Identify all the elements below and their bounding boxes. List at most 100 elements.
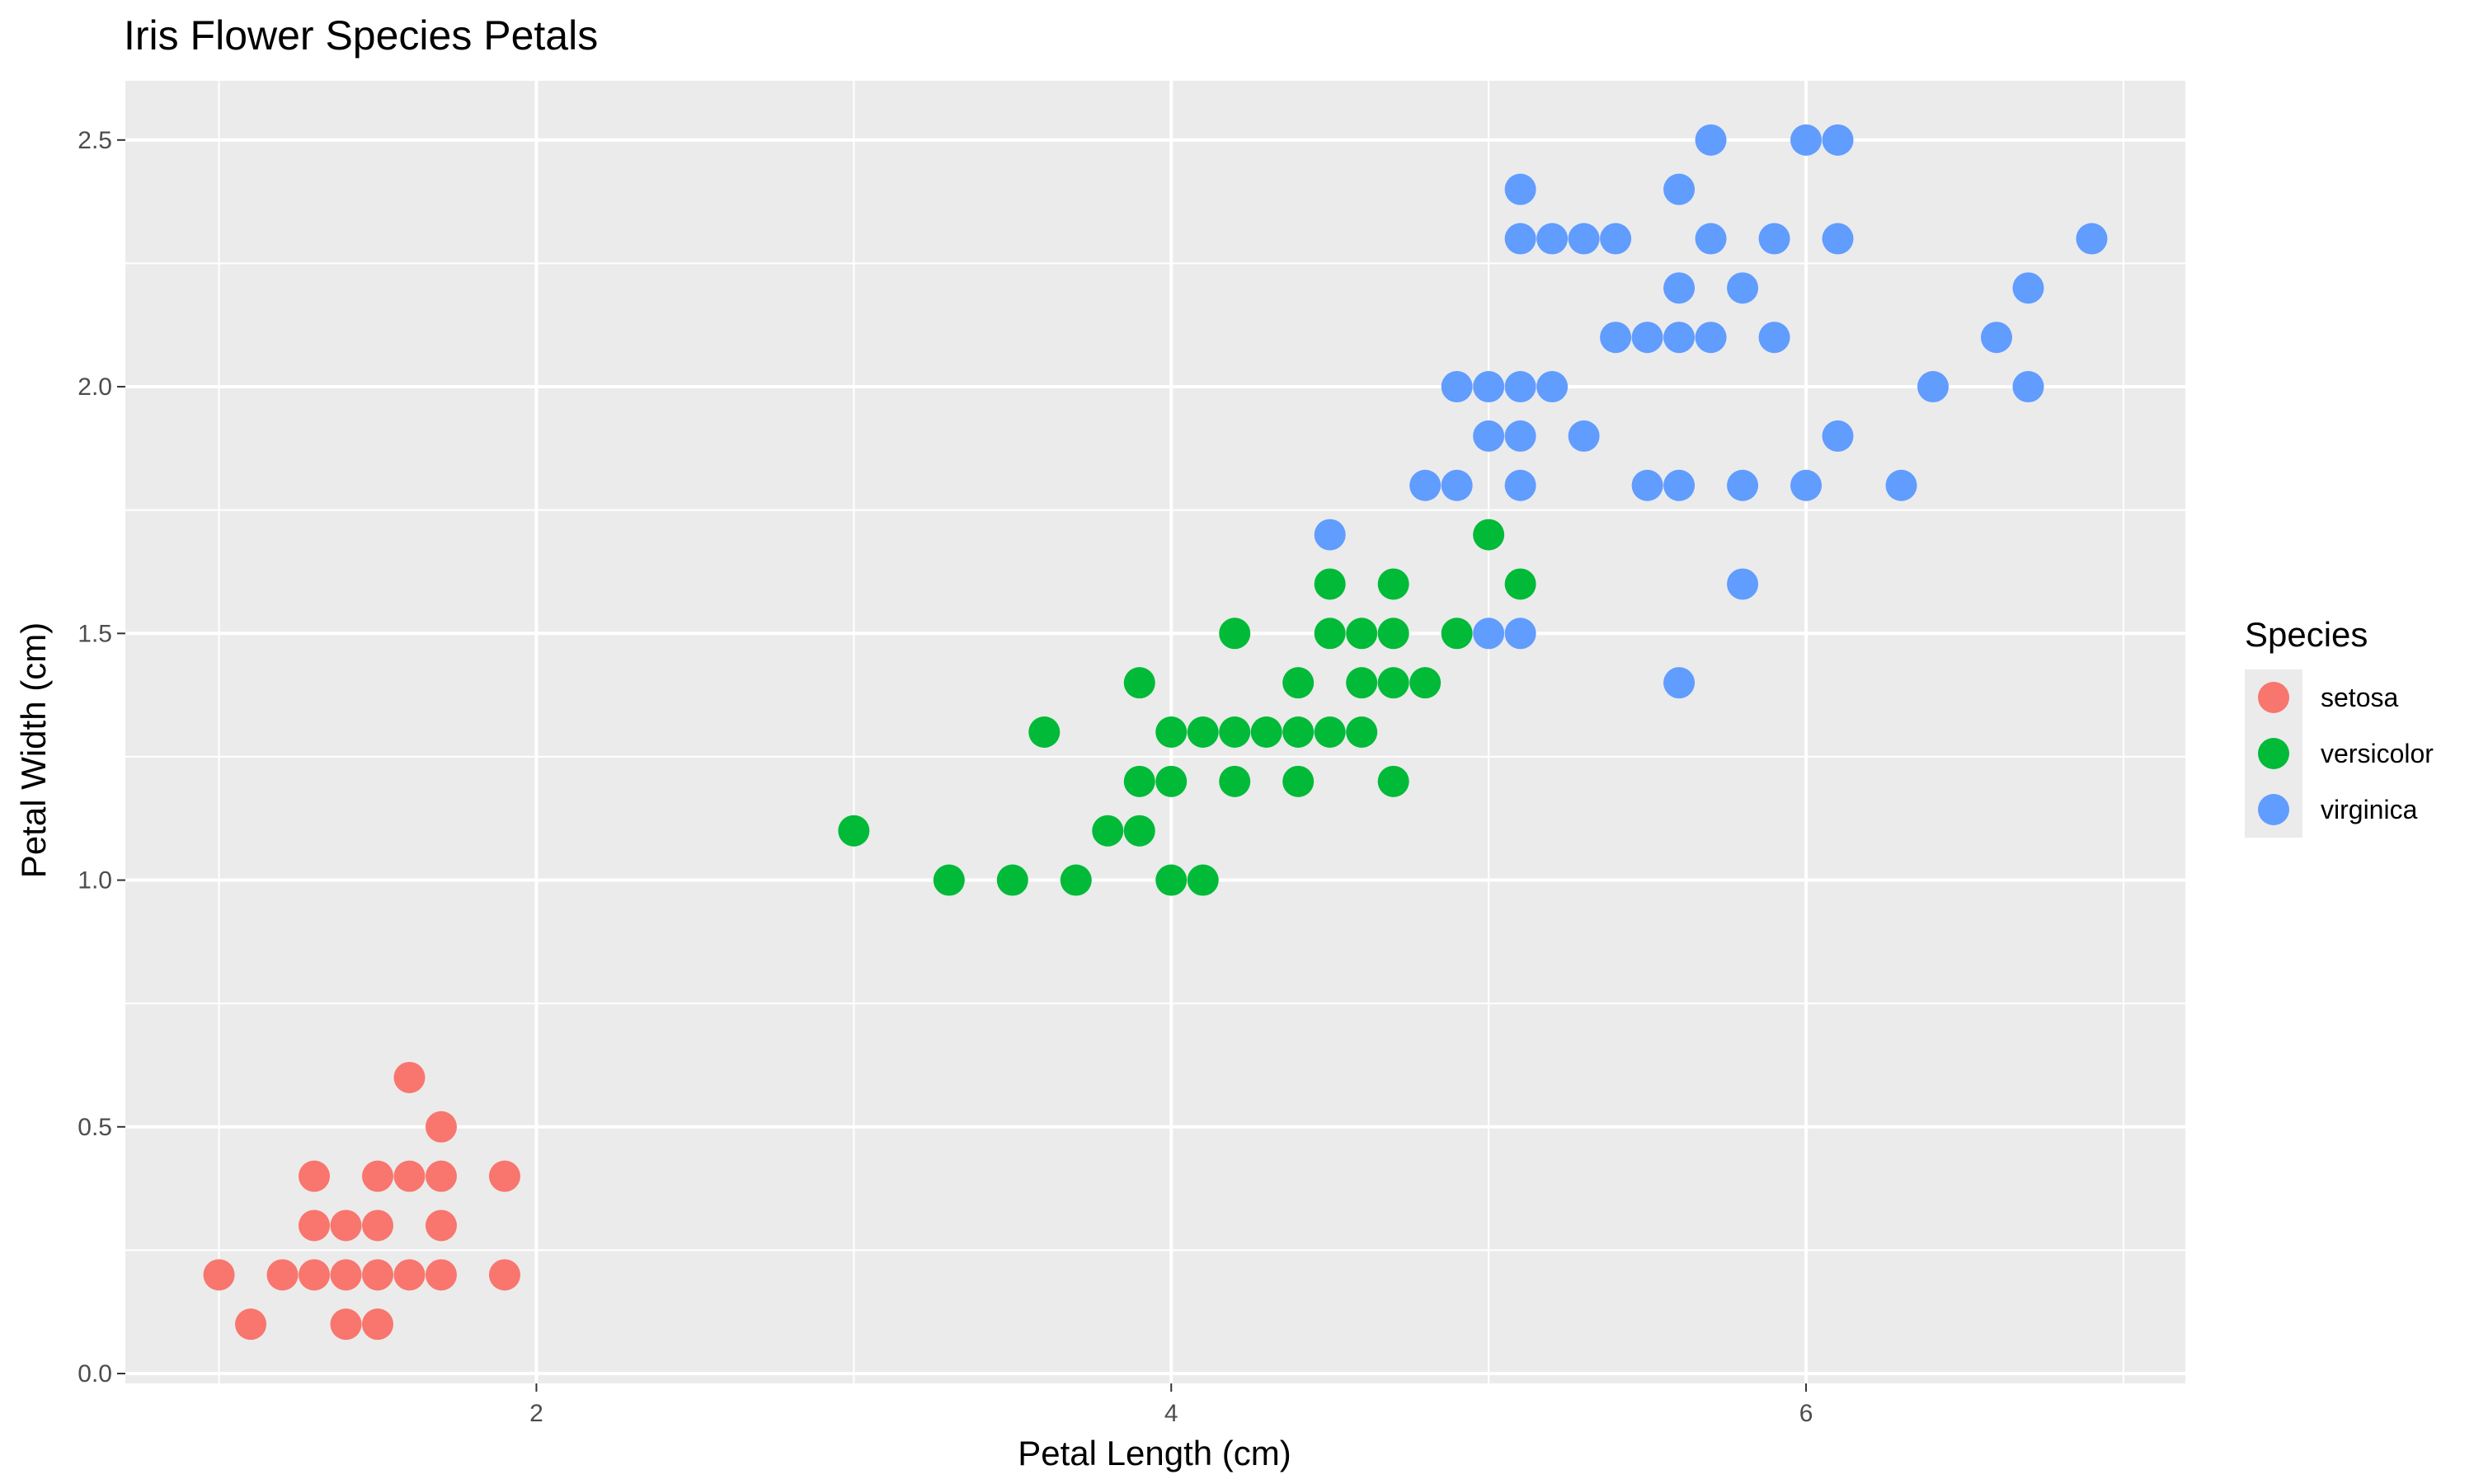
legend: setosa versicolor virginica [2245,669,2434,838]
data-point-versicolor [1282,667,1315,699]
data-point-setosa [361,1160,393,1192]
data-point-versicolor [1187,716,1219,748]
data-point-virginica [1536,223,1569,255]
data-point-virginica [1504,223,1536,255]
y-axis-title: Petal Width (cm) [14,622,53,878]
data-point-setosa [361,1308,393,1341]
plot-panel [125,81,2185,1383]
data-point-virginica [1409,469,1442,501]
data-point-versicolor [1282,716,1315,748]
data-point-setosa [361,1259,393,1291]
data-point-setosa [425,1209,457,1242]
data-point-setosa [330,1259,362,1291]
data-point-setosa [393,1259,426,1291]
data-point-virginica [1758,223,1790,255]
data-point-virginica [1727,568,1759,600]
data-point-versicolor [1060,864,1092,896]
legend-title: Species [2245,615,2368,654]
data-point-virginica [1727,469,1759,501]
data-point-versicolor [1314,568,1346,600]
data-point-virginica [1663,272,1696,304]
data-point-versicolor [1314,716,1346,748]
data-point-setosa [235,1308,267,1341]
data-point-setosa [330,1209,362,1242]
y-tick-label: 1.0 [78,867,112,895]
data-point-virginica [1695,223,1727,255]
data-point-virginica [1663,667,1696,699]
data-point-virginica [1822,223,1854,255]
chart-title: Iris Flower Species Petals [124,12,598,59]
data-point-setosa [330,1308,362,1341]
data-point-versicolor [1219,618,1251,650]
data-point-versicolor [1377,618,1409,650]
legend-key-versicolor [2258,738,2289,769]
data-point-versicolor [996,864,1028,896]
data-point-versicolor [1219,765,1251,797]
data-point-versicolor [1123,815,1155,847]
data-point-versicolor [1250,716,1282,748]
legend-key-virginica [2258,794,2289,825]
data-point-versicolor [1346,716,1378,748]
legend-key-setosa [2258,682,2289,713]
data-point-versicolor [1092,815,1124,847]
data-point-setosa [299,1160,331,1192]
data-point-versicolor [1409,667,1442,699]
data-point-virginica [1822,124,1854,156]
data-point-setosa [488,1160,520,1192]
legend-label-setosa: setosa [2321,683,2398,712]
data-point-virginica [1504,173,1536,205]
data-point-setosa [425,1111,457,1143]
data-point-versicolor [1219,716,1251,748]
y-tick-label: 0.5 [78,1114,112,1141]
data-point-virginica [1663,322,1696,354]
data-point-virginica [1758,322,1790,354]
data-point-versicolor [1473,519,1505,551]
data-point-virginica [1536,371,1569,403]
data-point-virginica [1473,371,1505,403]
legend-label-virginica: virginica [2321,795,2418,824]
data-point-virginica [1314,519,1346,551]
data-point-virginica [1695,124,1727,156]
data-point-setosa [361,1209,393,1242]
data-point-versicolor [1377,765,1409,797]
data-point-versicolor [1123,765,1155,797]
data-point-virginica [1473,618,1505,650]
x-tick-label: 2 [529,1400,543,1427]
axes-layer: 2 4 6 0.0 0.5 1.0 1.5 2.0 2.5 [78,127,1813,1427]
data-point-virginica [1631,322,1663,354]
data-point-virginica [1980,322,2012,354]
data-point-versicolor [1028,716,1061,748]
data-point-virginica [1568,223,1600,255]
data-point-virginica [1663,469,1696,501]
data-point-setosa [425,1160,457,1192]
data-point-versicolor [1377,568,1409,600]
data-point-virginica [1473,420,1505,452]
data-point-versicolor [1314,618,1346,650]
data-point-setosa [299,1259,331,1291]
data-point-virginica [1504,420,1536,452]
data-point-virginica [1504,469,1536,501]
data-point-setosa [266,1259,299,1291]
data-point-virginica [2012,371,2044,403]
x-tick-label: 4 [1164,1400,1178,1427]
data-point-setosa [488,1259,520,1291]
data-point-versicolor [1155,765,1188,797]
data-point-virginica [1441,469,1473,501]
data-point-virginica [1441,371,1473,403]
data-point-setosa [203,1259,235,1291]
y-tick-label: 2.5 [78,127,112,154]
data-point-versicolor [1346,618,1378,650]
data-point-virginica [1600,223,1632,255]
data-point-versicolor [1155,864,1188,896]
data-point-virginica [1568,420,1600,452]
data-point-setosa [299,1209,331,1242]
data-point-setosa [425,1259,457,1291]
data-point-virginica [1504,618,1536,650]
data-point-setosa [393,1160,426,1192]
points-layer [203,124,2108,1341]
data-point-virginica [1790,469,1823,501]
y-tick-label: 1.5 [78,620,112,647]
data-point-versicolor [933,864,965,896]
